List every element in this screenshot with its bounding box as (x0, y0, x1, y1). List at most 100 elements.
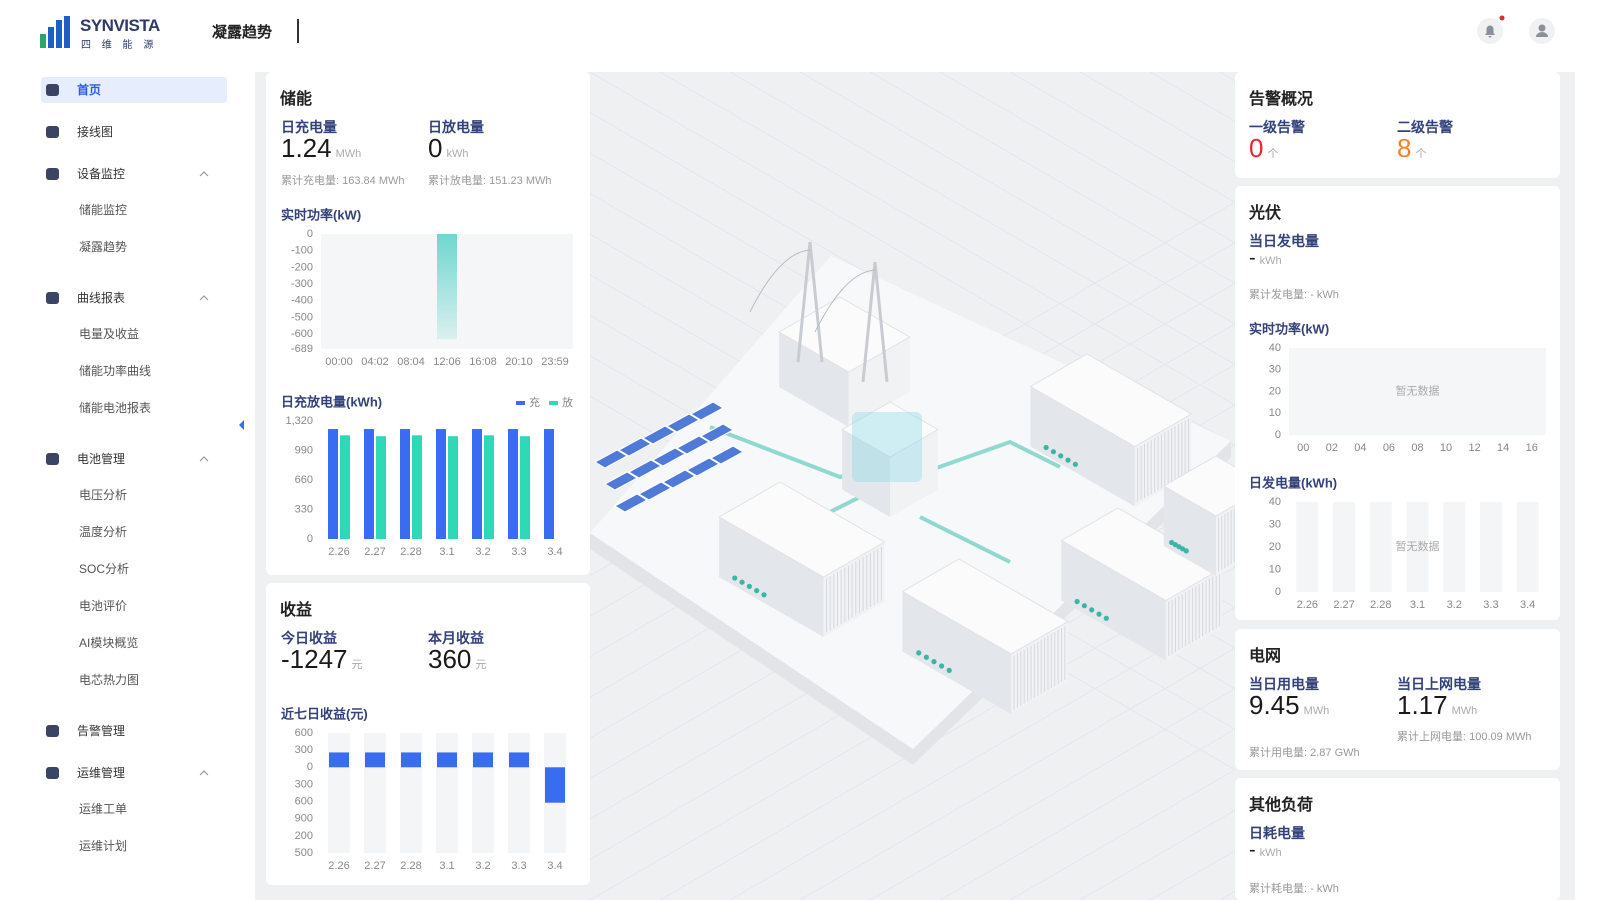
solar-panel (593, 449, 629, 469)
nav-item[interactable]: 设备监控 (77, 167, 126, 181)
total-note: 累计发电量: - kWh (1249, 289, 1339, 301)
nav-subitem[interactable]: 运维工单 (79, 802, 128, 816)
nav-active-bg (41, 77, 227, 103)
chart: 近七日收益(元) 600 300 0 300 600 900 200 500 2.26 2.27 2.… (281, 706, 566, 872)
nav-item[interactable]: 运维管理 (77, 766, 126, 780)
metric-label: 当日发电量 (1249, 233, 1319, 249)
bell-icon (1485, 25, 1495, 38)
bar (364, 429, 374, 539)
bar-track (472, 733, 494, 853)
collapse-arrow[interactable] (237, 419, 245, 431)
user-button[interactable] (1527, 16, 1557, 46)
box-left (1163, 486, 1216, 576)
nav-item[interactable]: 告警管理 (77, 724, 126, 738)
nav-subitem[interactable]: AI模块概览 (79, 636, 139, 650)
solar-panel (661, 469, 697, 489)
floor-grid (590, 72, 1235, 447)
box-right (823, 542, 885, 637)
y-tick-label: 10 (1269, 407, 1281, 419)
nav-subitem[interactable]: 电芯热力图 (79, 673, 140, 687)
legend-swatch (549, 401, 558, 405)
x-tick-label: 23:59 (541, 356, 569, 368)
y-tick-label: 0 (1275, 586, 1281, 598)
x-tick-label: 2.28 (1370, 599, 1391, 611)
y-tick-label: 300 (295, 744, 313, 756)
metric-value: - (1249, 839, 1256, 861)
bar-track (1516, 502, 1539, 592)
tower-leg (861, 261, 877, 383)
bar (376, 436, 386, 539)
bar (448, 436, 458, 539)
total-note: 累计耗电量: - kWh (1249, 883, 1339, 895)
box-left (1061, 540, 1166, 661)
floor-grid (799, 72, 1235, 325)
nav-icon (46, 126, 59, 138)
box-light (1043, 444, 1049, 451)
nav-group: 设备监控储能监控凝露趋势 (31, 156, 235, 274)
chart: 日发电量(kWh) 0 10 20 30 40 2.26 2.27 2.28 3.1 3.2 3.3 3… (1249, 475, 1539, 611)
box-light (754, 588, 760, 594)
box-top (841, 401, 939, 458)
y-tick-label: 0 (307, 228, 313, 240)
chevron-line (199, 171, 209, 177)
plot-background (1289, 348, 1546, 435)
y-tick-label: 0 (1275, 429, 1281, 441)
y-tick-label: 20 (1269, 541, 1281, 553)
bar-track (1369, 502, 1392, 592)
x-tick-label: 16 (1526, 442, 1538, 454)
metric-value: 1.24 (281, 133, 332, 163)
box-light (1096, 611, 1102, 617)
nav-subitem[interactable]: 储能电池报表 (79, 401, 152, 415)
y-tick-label: -689 (291, 343, 313, 355)
metric-unit: MWh (335, 148, 362, 160)
bar-track (1296, 502, 1319, 592)
bar (437, 234, 457, 340)
bar (472, 429, 482, 539)
nav-item[interactable]: 首页 (77, 83, 102, 97)
box-light (946, 667, 952, 673)
box-light (1050, 449, 1057, 455)
x-tick-label: 12:06 (433, 356, 461, 368)
wire (749, 249, 811, 313)
nav-subitem[interactable]: 运维计划 (79, 839, 128, 853)
nav-subitem[interactable]: 凝露趋势 (79, 240, 128, 254)
y-tick-label: 40 (1269, 342, 1281, 354)
chevron (199, 456, 209, 462)
y-tick-label: 40 (1269, 496, 1281, 508)
metric-value: 9.45 (1249, 690, 1300, 720)
solar-panel (617, 437, 653, 457)
nav-item[interactable]: 电池管理 (77, 452, 126, 466)
x-tick-label: 00:00 (325, 356, 353, 368)
chart: 实时功率(kW) 0 10 20 30 40 00 02 04 06 08 10 12 14 16 暂无数据 (1249, 321, 1546, 454)
x-tick-label: 06 (1383, 442, 1395, 454)
nav-icon (46, 168, 59, 180)
nav-item[interactable]: 曲线报表 (77, 291, 126, 305)
metric-label: 日充电量 (281, 119, 337, 135)
nav-subitem[interactable]: 电池评价 (79, 599, 128, 613)
chart-title: 日发电量(kWh) (1249, 475, 1337, 490)
solar-panel (665, 413, 701, 433)
floor-grid (590, 525, 1235, 900)
nav-subitem[interactable]: 储能监控 (79, 203, 128, 217)
bar (544, 429, 554, 539)
x-tick-label: 3.3 (511, 546, 526, 558)
solar-panel (641, 425, 677, 445)
floor-grid (939, 728, 1235, 900)
nav-subitem[interactable]: SOC分析 (79, 562, 130, 576)
nav-subitem[interactable]: 电量及收益 (79, 327, 140, 341)
x-tick-label: 3.3 (1483, 599, 1498, 611)
y-tick-label: 600 (295, 727, 313, 739)
box-right (1216, 505, 1235, 576)
nav-item[interactable]: 接线图 (77, 125, 114, 139)
bar-track (436, 733, 458, 853)
nav-subitem[interactable]: 电压分析 (79, 488, 128, 502)
bar (520, 436, 530, 539)
x-tick-label: 3.4 (1520, 599, 1535, 611)
floor-grid (799, 647, 1235, 900)
nav-subitem[interactable]: 储能功率曲线 (79, 364, 152, 378)
bell-button[interactable] (1475, 15, 1505, 45)
box-light (916, 650, 922, 656)
x-tick-label: 2.26 (1297, 599, 1318, 611)
x-tick-label: 3.2 (475, 546, 490, 558)
nav-subitem[interactable]: 温度分析 (79, 525, 128, 539)
